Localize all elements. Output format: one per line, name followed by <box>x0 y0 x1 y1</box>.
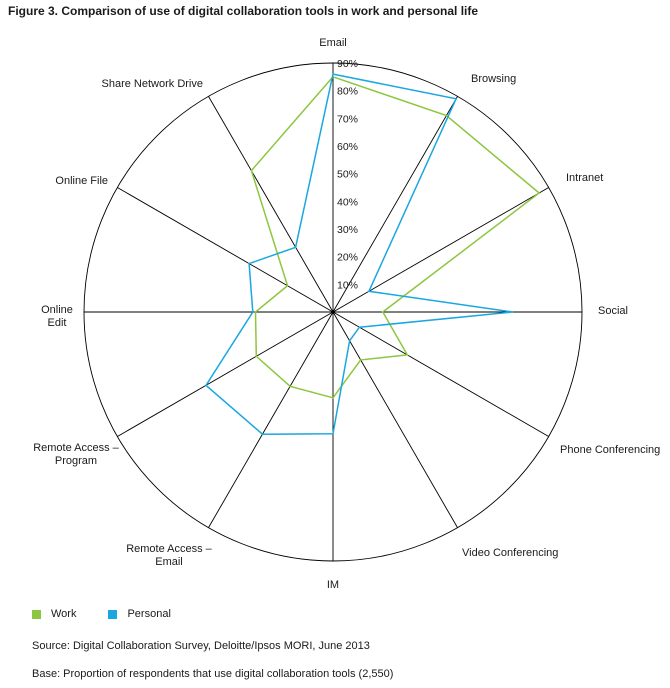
radar-spoke-1 <box>332 96 458 313</box>
radial-tick-label: 10% <box>337 279 358 291</box>
radar-spoke-7 <box>208 311 334 528</box>
category-label: Browsing <box>471 73 516 85</box>
category-label: Share Network Drive <box>102 78 203 90</box>
radial-tick-label: 40% <box>337 196 358 208</box>
category-label: Remote Access – Program <box>33 442 119 467</box>
radar-chart: 10% 20% 30% 40% 50% 60% 70% 80% 90% Email Browsing… <box>33 37 660 591</box>
radial-tick-label: 80% <box>337 86 358 98</box>
source-note: Source: Digital Collaboration Survey, De… <box>32 640 370 652</box>
radar-spoke-11 <box>208 96 334 313</box>
category-label: IM <box>327 579 339 591</box>
legend-swatch-personal <box>108 609 118 619</box>
category-label: Video Conferencing <box>462 547 558 559</box>
radar-spoke-4 <box>332 311 549 437</box>
radial-tick-label: 70% <box>337 113 358 125</box>
legend-item-personal: Personal <box>108 608 171 620</box>
radial-tick-label: 90% <box>337 58 358 70</box>
category-label: Online File <box>55 175 108 187</box>
radial-tick-label: 20% <box>337 252 358 264</box>
legend-label-work: Work <box>51 608 77 620</box>
category-label: Intranet <box>566 172 603 184</box>
legend-label-personal: Personal <box>127 608 171 620</box>
radial-tick-label: 30% <box>337 224 358 236</box>
radar-spoke-2 <box>332 187 549 313</box>
series-work-line <box>250 75 541 399</box>
radial-tick-label: 60% <box>337 141 358 153</box>
series-personal-line <box>205 73 513 435</box>
category-label: Online Edit <box>41 304 73 329</box>
base-note: Base: Proportion of respondents that use… <box>32 668 394 680</box>
figure-title: Figure 3. Comparison of use of digital c… <box>8 4 479 18</box>
radar-spoke-8 <box>117 311 334 437</box>
legend: Work Personal <box>32 608 203 620</box>
radar-spoke-10 <box>117 187 334 313</box>
radial-tick-label: 50% <box>337 169 358 181</box>
legend-swatch-work <box>32 609 41 619</box>
category-label: Remote Access – Email <box>126 543 212 568</box>
category-label: Phone Conferencing <box>560 444 660 456</box>
category-label: Email <box>319 37 347 49</box>
radar-spoke-5 <box>332 311 458 528</box>
category-label: Social <box>598 305 628 317</box>
legend-item-work: Work <box>32 608 76 620</box>
